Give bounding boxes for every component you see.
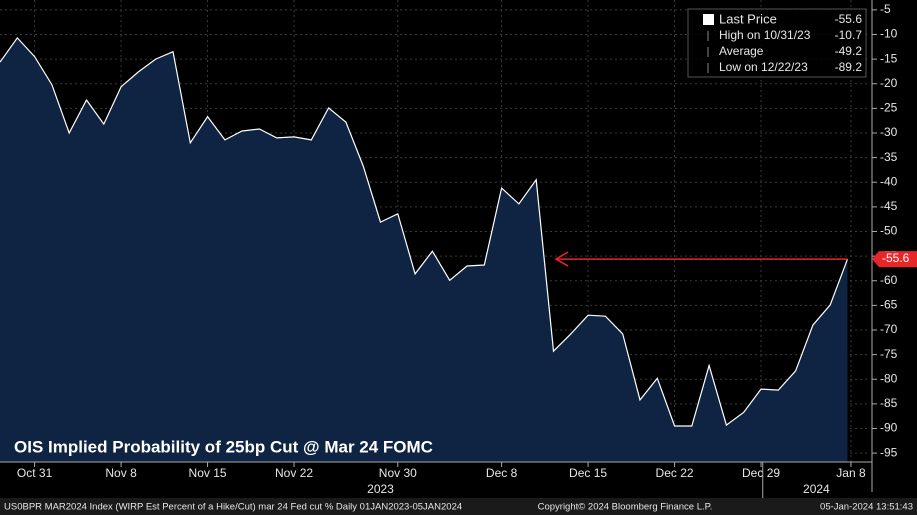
x-tick-label: Dec 29 [742, 466, 780, 480]
legend: Last Price -55.6 High on 10/31/23 -10.7 Aver… [687, 8, 867, 78]
chart-title: OIS Implied Probability of 25bp Cut @ Ma… [14, 437, 433, 456]
y-tick-label: -65 [880, 298, 898, 312]
area [0, 37, 848, 463]
y-tick-label: -15 [880, 51, 898, 65]
legend-value: -55.6 [835, 12, 863, 26]
y-tick-label: -95 [880, 445, 898, 459]
x-tick-label: Dec 22 [656, 466, 694, 480]
footer-center: Copyright© 2024 Bloomberg Finance L.P. [538, 502, 713, 513]
legend-value: -49.2 [835, 44, 863, 58]
legend-swatch [703, 14, 714, 25]
y-tick-label: -20 [880, 76, 898, 90]
legend-label: High on 10/31/23 [719, 28, 811, 42]
footer-right: 05-Jan-2024 13:51:43 [820, 502, 913, 513]
arrow-head [554, 251, 569, 267]
y-axis-bg [872, 0, 917, 462]
legend-value: -89.2 [835, 60, 863, 74]
legend-box [687, 8, 867, 78]
legend-value: -10.7 [835, 28, 863, 42]
x-tick-label: Jan 8 [836, 466, 866, 480]
y-tick-label: -5 [880, 2, 891, 16]
y-tick-label: -80 [880, 371, 898, 385]
y-tick-label: -70 [880, 322, 898, 336]
last-value-label: -55.6 [882, 251, 910, 265]
year-label: 2024 [803, 482, 830, 496]
x-tick-label: Nov 30 [379, 466, 417, 480]
year-label: 2023 [367, 482, 394, 496]
legend-label: Average [719, 44, 764, 58]
y-tick-label: -85 [880, 396, 898, 410]
y-tick-label: -90 [880, 421, 898, 435]
y-tick-label: -40 [880, 174, 898, 188]
x-tick-label: Nov 22 [275, 466, 313, 480]
y-tick-label: -50 [880, 224, 898, 238]
x-tick-label: Nov 15 [189, 466, 227, 480]
x-tick-label: Nov 8 [105, 466, 137, 480]
last-value-tag [872, 251, 917, 268]
legend-label: Last Price [719, 11, 777, 26]
legend-label: Low on 12/22/23 [719, 60, 808, 74]
y-tick-label: -75 [880, 347, 898, 361]
line [0, 36, 849, 427]
x-tick-label: Dec 15 [569, 466, 607, 480]
footer-left: US0BPR MAR2024 Index (WIRP Est Percent o… [4, 502, 462, 513]
y-tick-label: -25 [880, 101, 898, 115]
y-tick-label: -60 [880, 273, 898, 287]
x-tick-label: Oct 31 [17, 466, 53, 480]
y-tick-label: -45 [880, 199, 898, 213]
y-tick-label: -35 [880, 150, 898, 164]
y-tick-label: -10 [880, 27, 898, 41]
footer-bar [0, 498, 917, 515]
x-tick-label: Dec 8 [486, 466, 518, 480]
y-tick-label: -30 [880, 125, 898, 139]
